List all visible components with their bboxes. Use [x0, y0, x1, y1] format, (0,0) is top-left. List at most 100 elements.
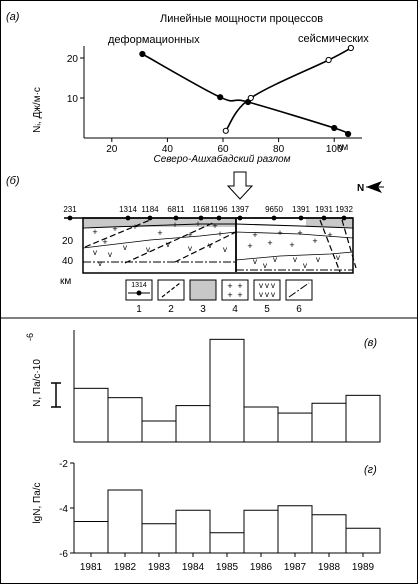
panel-v-bar — [141, 420, 177, 443]
panel-a-xlabel: Северо-Ашхабадский разлом — [154, 153, 291, 165]
series-point-2 — [222, 127, 229, 134]
plus-symbol: + — [247, 241, 252, 251]
station-dot — [321, 215, 327, 221]
panel-v-bar — [311, 402, 347, 443]
plus-symbol: + — [172, 220, 177, 230]
panel-g-letter: (г) — [364, 464, 377, 476]
station-dot — [125, 215, 131, 221]
station-label: 9650 — [265, 205, 283, 214]
panel-g-bar — [243, 509, 279, 554]
station-label: 1391 — [292, 205, 310, 214]
legend-box-1 — [125, 279, 153, 301]
plus-symbol: + — [289, 240, 294, 250]
plus-symbol: + — [132, 222, 137, 232]
legend-number-4: 4 — [232, 304, 238, 315]
v-symbol: v — [166, 240, 170, 249]
section-symbols: + + + + + +++ + + + + ++ + +++v vv vv v v vv v v v v vv v — [92, 219, 340, 270]
legend-number-1: 1 — [136, 304, 142, 315]
fault-dashed-5 — [341, 219, 357, 269]
svg-text:+: + — [227, 281, 232, 291]
series-point-2 — [247, 94, 254, 102]
series-point-1 — [217, 94, 224, 101]
panel-v-bar — [73, 387, 109, 443]
year-label: 1986 — [250, 562, 273, 573]
y-tick-label: -4 — [59, 504, 68, 515]
v-symbol: v — [223, 245, 227, 254]
station-label: 1196 — [210, 205, 228, 214]
svg-text:v: v — [259, 281, 263, 290]
legend-station-dot — [136, 290, 142, 296]
station-dot — [216, 215, 222, 221]
y-tick-label: -6 — [59, 549, 68, 560]
y-tick-label: 10 — [67, 94, 79, 105]
station-dot — [173, 215, 179, 221]
legend-box-4 — [221, 279, 249, 301]
panel-g-bar — [107, 489, 143, 554]
legend-fault-dashed — [161, 282, 181, 298]
panel-v-bar — [107, 397, 143, 443]
top-gap — [236, 218, 306, 227]
station-label: 1168 — [192, 205, 210, 214]
station-dot — [67, 215, 73, 221]
plus-symbol: + — [312, 236, 317, 246]
station-label: 1184 — [141, 205, 159, 214]
station-label: 1397 — [231, 205, 249, 214]
station-label: 1931 — [315, 205, 333, 214]
plus-symbol: + — [195, 219, 200, 229]
panel-b-letter: (б) — [6, 175, 20, 187]
panel-v-ylabel: N, Па/с·10 — [32, 359, 43, 407]
v-symbol: v — [123, 243, 127, 252]
v-symbol: v — [208, 241, 212, 250]
v-symbol: v — [303, 261, 307, 270]
station-label: 1932 — [335, 205, 353, 214]
north-label: N — [357, 183, 364, 194]
panel-a-series — [139, 44, 354, 138]
fault-dashed-1 — [84, 219, 151, 248]
top-gray-layer — [83, 218, 353, 227]
station-dot — [298, 215, 304, 221]
year-label: 1981 — [80, 562, 103, 573]
v-symbol: v — [93, 248, 97, 257]
legend-number-6: 6 — [296, 304, 302, 315]
panel-v: (в) N, Па/с·10 -6 — [25, 330, 381, 443]
legend-number-5: 5 — [264, 304, 270, 315]
plus-symbol: + — [212, 221, 217, 231]
fault-dashed-3 — [174, 231, 237, 263]
panel-v-bar — [243, 406, 279, 443]
legend-number-3: 3 — [200, 304, 206, 315]
panel-b: (б) N + + + + + +++ + + + + ++ + +++v vv vv v v vv v v v v vv v… — [6, 171, 384, 315]
plus-symbol: + — [217, 229, 222, 239]
panel-g-bar — [277, 505, 313, 554]
x-tick-label: 40 — [162, 144, 174, 155]
station-label: 6811 — [167, 205, 185, 214]
panel-v-bar — [277, 412, 313, 443]
year-label: 1983 — [148, 562, 171, 573]
year-label: 1985 — [216, 562, 239, 573]
y-tick-label: 20 — [67, 54, 79, 65]
panel-g-bar — [73, 521, 109, 554]
panel-g: (г) lgN, Па/с -6-4-2 1981 1982 1983 1984 198… — [32, 459, 381, 573]
series-point-2 — [325, 56, 332, 64]
svg-text:v: v — [271, 290, 275, 299]
x-tick-label: 20 — [106, 144, 118, 155]
x-tick-label: 80 — [273, 144, 285, 155]
depth-label-40: 40 — [62, 256, 74, 267]
svg-text:+: + — [237, 290, 242, 300]
v-symbol: v — [108, 250, 112, 259]
svg-text:v: v — [271, 281, 275, 290]
series-line-2 — [225, 47, 352, 132]
panel-v-bar — [175, 405, 211, 443]
series-point-2 — [347, 44, 354, 52]
station-dot — [237, 215, 243, 221]
plus-symbol: + — [112, 224, 117, 234]
panel-g-bar — [209, 532, 245, 554]
year-label: 1987 — [284, 562, 307, 573]
panel-g-bar — [311, 514, 347, 554]
legend-box-6 — [285, 279, 313, 301]
panel-v-letter: (в) — [364, 337, 377, 349]
station-dot — [271, 215, 277, 221]
seismic-label: сейсмических — [298, 33, 369, 45]
plus-symbol: + — [267, 238, 272, 248]
